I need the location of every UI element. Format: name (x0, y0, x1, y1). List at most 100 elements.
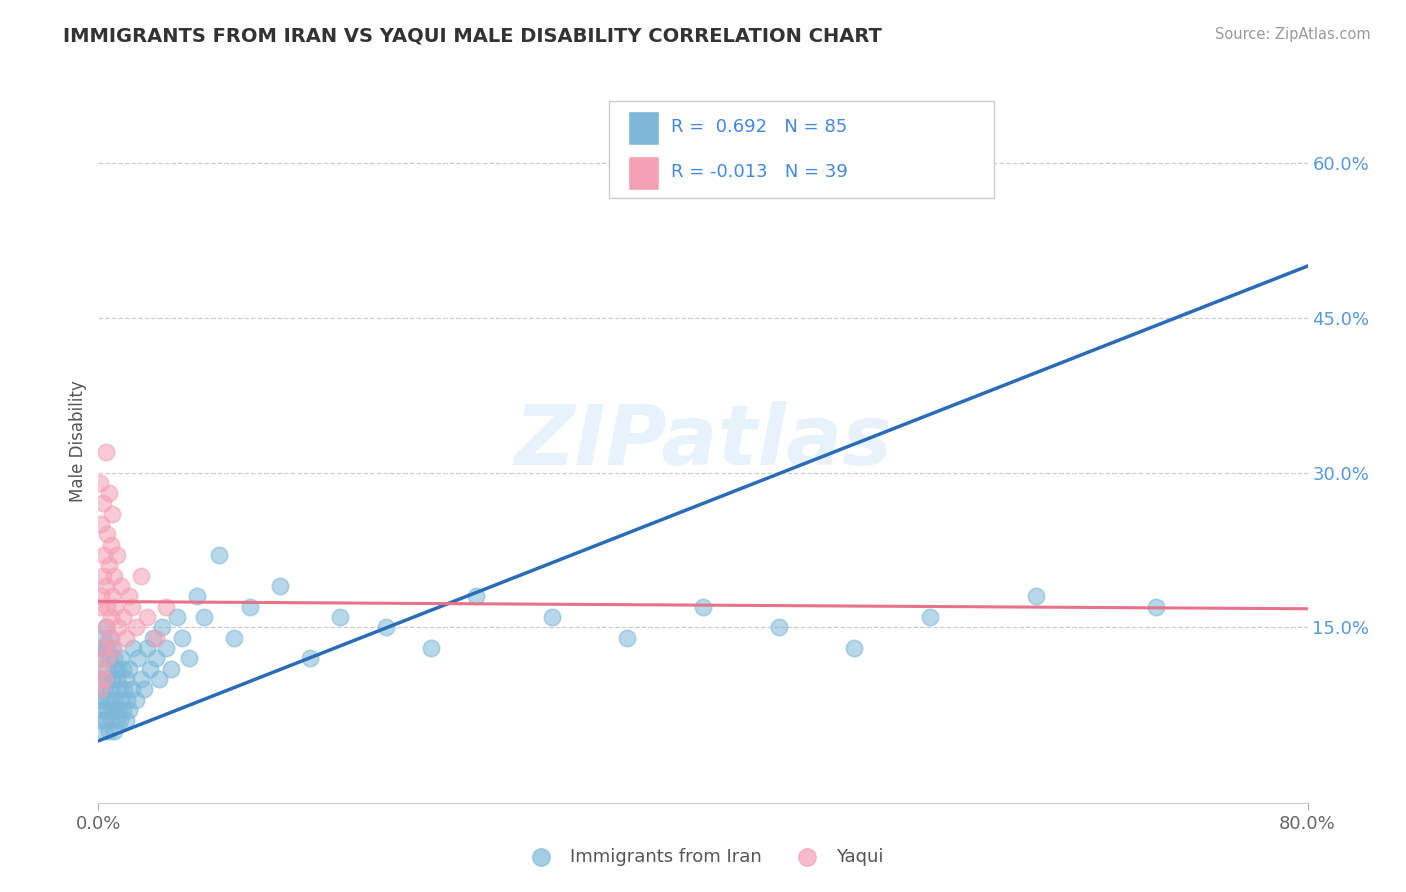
Point (111, 610, 134, 624)
Point (98, 723, 121, 738)
Point (108, 713, 131, 727)
Legend: Immigrants from Iran, Yaqui: Immigrants from Iran, Yaqui (516, 841, 890, 873)
Point (107, 620, 129, 634)
Point (844, 640, 866, 655)
Point (94, 620, 117, 634)
Point (918, 610, 941, 624)
Point (121, 682, 143, 697)
Point (374, 620, 396, 634)
Point (105, 548, 128, 562)
Point (98, 651, 121, 665)
Point (91, 703, 114, 717)
Point (89, 672, 111, 686)
Point (208, 548, 231, 562)
Point (299, 651, 322, 665)
Point (125, 620, 148, 634)
Point (122, 640, 145, 655)
Text: IMMIGRANTS FROM IRAN VS YAQUI MALE DISABILITY CORRELATION CHART: IMMIGRANTS FROM IRAN VS YAQUI MALE DISAB… (63, 27, 882, 45)
Point (98, 631, 121, 645)
Point (118, 703, 141, 717)
Text: Source: ZipAtlas.com: Source: ZipAtlas.com (1215, 27, 1371, 42)
Point (90, 590, 112, 604)
Point (616, 631, 638, 645)
Point (540, 610, 562, 624)
Point (132, 682, 155, 697)
Point (91, 631, 114, 645)
Point (94, 662, 117, 676)
Point (100, 538, 122, 552)
Point (104, 599, 127, 614)
Point (91, 640, 114, 655)
Point (692, 599, 714, 614)
Point (1024, 590, 1046, 604)
Point (160, 662, 183, 676)
Text: R =  0.692   N = 85: R = 0.692 N = 85 (671, 118, 846, 136)
Point (89, 692, 111, 706)
Point (93, 548, 115, 562)
Point (100, 631, 122, 645)
Point (91, 496, 114, 510)
Y-axis label: Male Disability: Male Disability (69, 381, 87, 502)
Point (129, 568, 152, 582)
Point (91, 672, 114, 686)
Point (89, 640, 111, 655)
Point (93, 723, 115, 738)
Point (103, 651, 125, 665)
Point (142, 631, 165, 645)
Point (101, 672, 124, 686)
Point (94, 445, 117, 459)
Point (170, 631, 193, 645)
Point (101, 703, 124, 717)
Text: ZIPatlas: ZIPatlas (515, 401, 891, 482)
Point (89, 599, 111, 614)
Point (224, 631, 246, 645)
Point (101, 640, 124, 655)
Point (118, 590, 141, 604)
Point (103, 692, 125, 706)
Point (166, 610, 188, 624)
Point (121, 599, 143, 614)
Point (1144, 599, 1167, 614)
Point (96, 651, 118, 665)
Point (94, 620, 117, 634)
Point (98, 486, 121, 500)
Point (135, 610, 157, 624)
Point (94, 692, 117, 706)
Point (127, 651, 149, 665)
Point (114, 713, 136, 727)
Point (148, 672, 170, 686)
Point (125, 692, 148, 706)
Point (150, 620, 173, 634)
Point (420, 640, 443, 655)
Point (90, 651, 112, 665)
Point (114, 672, 136, 686)
Point (155, 599, 177, 614)
Point (111, 703, 134, 717)
Point (93, 640, 115, 655)
Point (145, 651, 167, 665)
Point (107, 662, 129, 676)
Point (100, 713, 122, 727)
Point (100, 682, 122, 697)
Point (94, 579, 117, 593)
Point (96, 703, 118, 717)
Point (101, 507, 124, 521)
Point (135, 640, 157, 655)
Point (329, 610, 352, 624)
Point (96, 672, 118, 686)
Point (239, 599, 262, 614)
Point (96, 599, 118, 614)
Point (768, 620, 790, 634)
Point (93, 682, 115, 697)
Point (465, 590, 488, 604)
Point (96, 527, 118, 541)
Point (94, 713, 117, 727)
Point (186, 590, 208, 604)
Point (179, 651, 201, 665)
Point (129, 672, 152, 686)
Point (111, 662, 134, 676)
Point (114, 631, 136, 645)
Point (105, 713, 128, 727)
Point (90, 682, 112, 697)
Point (104, 703, 127, 717)
